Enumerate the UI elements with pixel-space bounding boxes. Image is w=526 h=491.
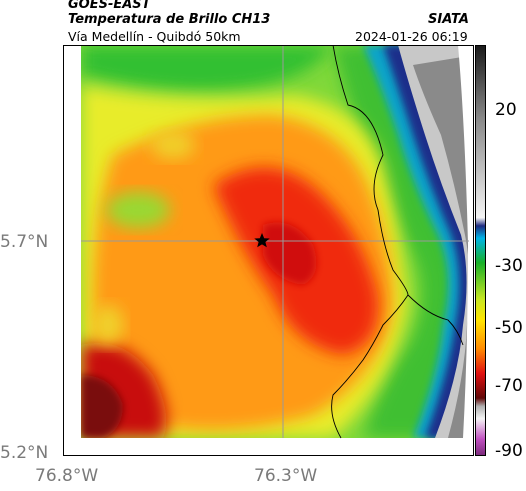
longitude-tick-label: 76.8°W: [35, 466, 99, 486]
colorbar-tick-label: -50: [495, 318, 523, 338]
department-border: [407, 294, 464, 346]
colorbar-tick-label: -70: [495, 376, 523, 396]
country-border: [331, 44, 409, 439]
colorbar-tick-label: -90: [495, 441, 523, 461]
timestamp: 2024-01-26 06:19: [355, 29, 468, 44]
brightness-temperature-field: [63, 44, 474, 456]
colorbar-tick-label: -30: [495, 256, 523, 276]
temperature-colorbar: [475, 45, 486, 456]
agency-label: SIATA: [428, 12, 469, 27]
map-product-title: Temperatura de Brillo CH13: [68, 12, 271, 27]
latitude-tick-label: 5.7°N: [0, 232, 49, 252]
satellite-map: [63, 44, 474, 456]
map-border: [63, 45, 474, 456]
colorbar-tick-label: 20: [495, 100, 517, 120]
latitude-tick-label: 5.2°N: [0, 443, 49, 463]
star-icon: [254, 233, 270, 248]
longitude-tick-label: 76.3°W: [254, 466, 318, 486]
map-title: GOES-EAST: [68, 0, 151, 12]
route-subtitle: Vía Medellín - Quibdó 50km: [68, 29, 241, 44]
